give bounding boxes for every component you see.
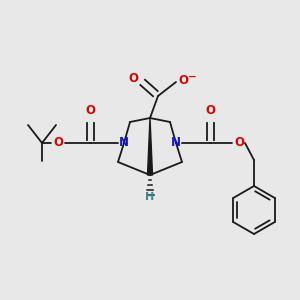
Polygon shape: [148, 118, 152, 175]
Text: O: O: [205, 104, 215, 118]
Text: O: O: [234, 136, 244, 149]
Text: N: N: [171, 136, 181, 149]
Text: −: −: [188, 72, 196, 82]
Text: N: N: [119, 136, 129, 149]
Text: O: O: [178, 74, 188, 86]
Text: O: O: [128, 71, 138, 85]
Text: O: O: [53, 136, 63, 149]
Text: O: O: [85, 104, 95, 118]
Text: H: H: [146, 192, 154, 202]
